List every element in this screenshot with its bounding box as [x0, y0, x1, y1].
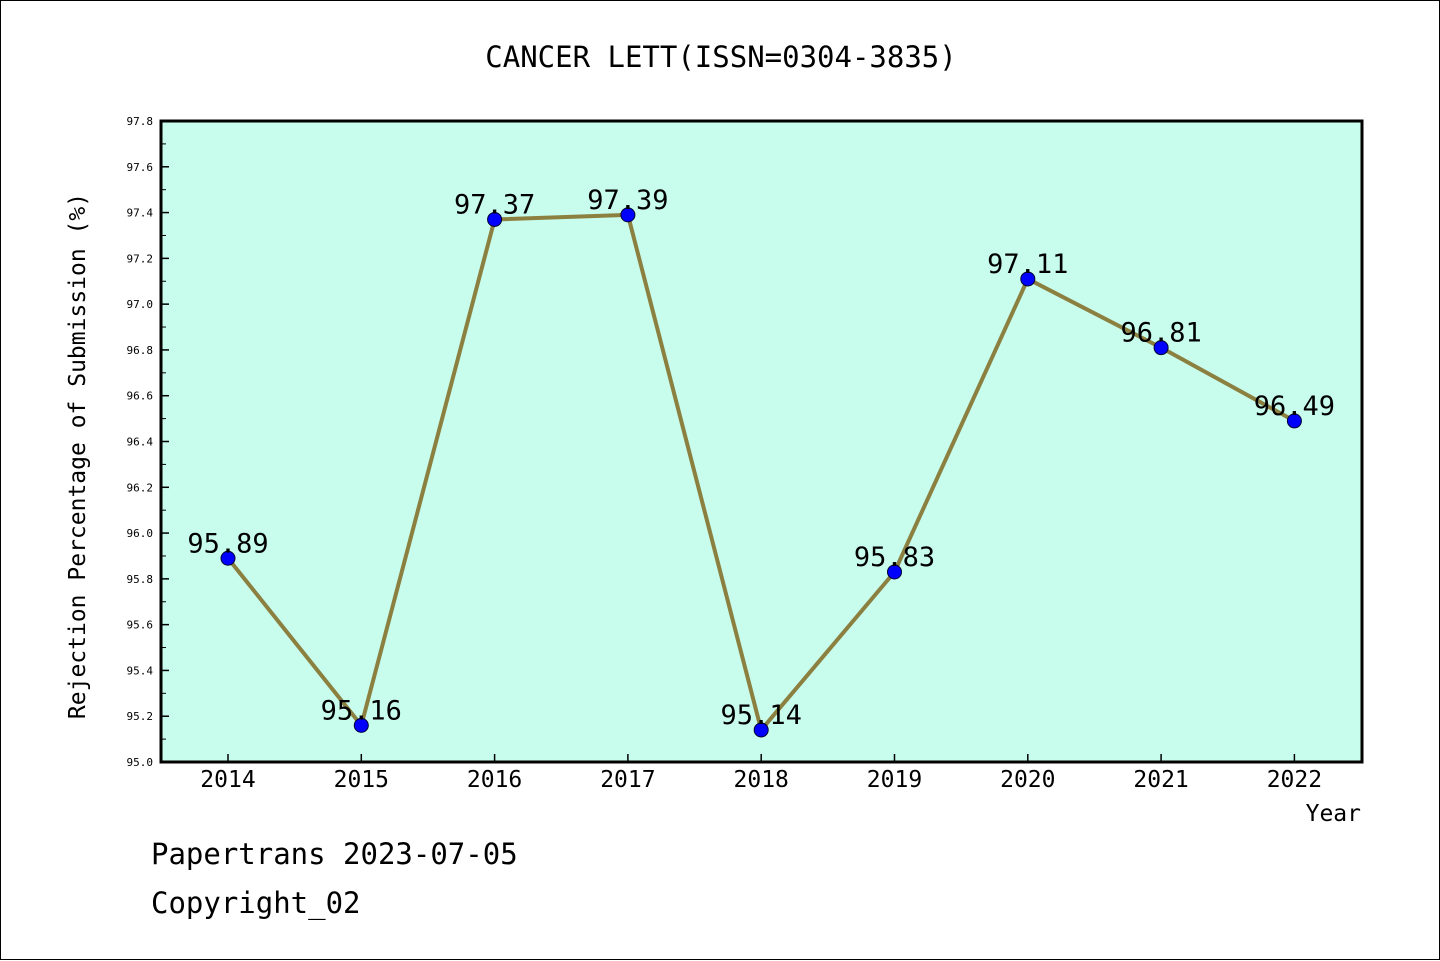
data-point: [1286, 413, 1302, 429]
y-tick-label: 96.8: [127, 344, 154, 357]
chart-title: CANCER LETT(ISSN=0304-3835): [485, 40, 956, 74]
y-tick-label: 97.6: [127, 161, 154, 174]
x-tick-label: 2022: [1267, 767, 1322, 793]
x-tick-label: 2021: [1133, 767, 1188, 793]
y-tick-label: 95.6: [127, 619, 154, 632]
data-point: [487, 211, 503, 227]
data-label: 96.81: [1120, 318, 1201, 349]
series-layer: 95.89 95.16 97.37 97.39 95.14 95.83 97.11 96.81…: [187, 185, 1335, 738]
data-point: [620, 207, 636, 223]
x-axis: 2014 2015 2016 2017 2018 2019 2020 2021 2022: [200, 754, 1322, 793]
y-tick-label: 95.8: [127, 573, 154, 586]
data-point: [220, 550, 236, 566]
y-tick-label: 95.2: [127, 710, 154, 723]
x-tick-label: 2014: [200, 767, 255, 793]
y-axis-title: Rejection Percentage of Submission (%): [65, 193, 91, 719]
y-tick-label: 97.2: [127, 252, 154, 265]
data-point: [1020, 271, 1036, 287]
x-tick-label: 2016: [467, 767, 522, 793]
y-tick-label: 95.0: [127, 756, 154, 769]
x-tick-label: 2017: [600, 767, 655, 793]
y-tick-label: 96.2: [127, 481, 154, 494]
data-point: [353, 717, 369, 733]
x-axis-title: Year: [1306, 801, 1361, 827]
x-tick-label: 2018: [734, 767, 789, 793]
data-label: 97.37: [454, 189, 535, 220]
data-point: [887, 564, 902, 580]
data-point: [753, 722, 769, 738]
data-label: 97.39: [587, 185, 668, 216]
y-tick-label: 95.4: [127, 664, 154, 677]
x-tick-label: 2020: [1000, 767, 1055, 793]
plot-area: [159, 119, 1364, 764]
y-axis: 95.0 95.2 95.4 95.6 95.8 96.0 96.2 96.4 96.6 96.8…: [127, 115, 169, 769]
data-label: 97.11: [987, 249, 1068, 280]
y-tick-label: 97.8: [127, 115, 154, 128]
y-tick-label: 96.0: [127, 527, 154, 540]
footer-date-line: Papertrans 2023-07-05: [151, 837, 518, 871]
data-label: 95.14: [721, 700, 802, 731]
x-tick-label: 2019: [867, 767, 922, 793]
y-tick-label: 96.4: [127, 436, 154, 449]
data-label: 96.49: [1254, 391, 1335, 422]
y-tick-label: 96.6: [127, 390, 154, 403]
data-point: [1153, 340, 1169, 356]
footer-copyright-line: Copyright_02: [151, 886, 361, 920]
data-label: 95.89: [187, 528, 268, 559]
data-label: 95.83: [854, 542, 935, 573]
y-tick-label: 97.0: [127, 298, 154, 311]
y-tick-label: 97.4: [127, 207, 154, 220]
data-label: 95.16: [321, 695, 402, 726]
x-tick-label: 2015: [334, 767, 389, 793]
